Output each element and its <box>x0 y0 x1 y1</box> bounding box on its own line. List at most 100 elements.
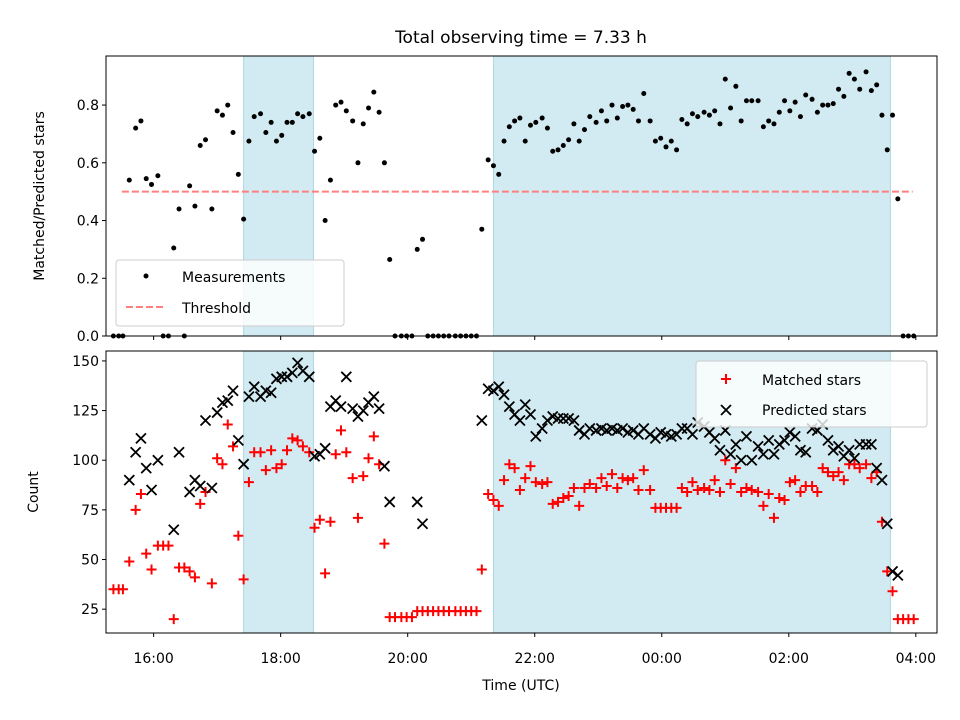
matched-star-point <box>563 490 574 501</box>
measurement-point <box>576 138 582 144</box>
predicted-star-point <box>724 448 737 460</box>
predicted-star-point <box>145 484 158 496</box>
matched-star-point <box>741 483 752 494</box>
matched-star-point <box>537 479 548 490</box>
matched-star-point <box>812 487 823 497</box>
measurement-point <box>506 124 512 130</box>
bottom-panel-marks <box>108 357 919 625</box>
measurement-point <box>620 104 626 110</box>
measurement-point <box>728 105 734 111</box>
x-axis-label: Time (UTC) <box>481 678 559 694</box>
matched-star-point <box>336 425 347 436</box>
predicted-star-point <box>848 452 861 464</box>
predicted-star-point <box>519 398 531 411</box>
x-tick-label: 18:00 <box>260 651 300 667</box>
measurement-point <box>376 109 382 115</box>
measurement-point <box>343 108 349 114</box>
y-tick-label: 0.2 <box>77 271 99 287</box>
measurement-point <box>630 106 636 112</box>
measurement-point <box>355 160 361 166</box>
matched-star-point <box>822 467 833 478</box>
matched-star-point <box>758 500 769 511</box>
top-legend: Measurements Threshold <box>115 259 345 327</box>
bottom-panel-axes: 25 50 75 100 125 150 16:00 18:00 20:00 22:00 00:00… <box>72 350 938 667</box>
predicted-star-point <box>265 387 277 399</box>
matched-star-point <box>887 586 898 597</box>
matched-star-point <box>882 566 893 577</box>
matched-star-point <box>584 479 595 490</box>
matched-star-point <box>276 459 287 470</box>
matched-star-point <box>849 459 860 470</box>
predicted-star-point <box>152 454 164 466</box>
predicted-star-point <box>768 448 780 460</box>
measurement-point <box>371 89 377 95</box>
measurement-point <box>555 147 561 153</box>
top-panel-axes: 0.0 0.2 0.4 0.6 0.8 <box>77 55 938 345</box>
bottom-plot-frame <box>105 350 938 634</box>
predicted-star-point <box>237 458 250 470</box>
measurement-point <box>868 88 874 94</box>
measurement-point <box>333 102 339 108</box>
measurement-point <box>658 135 664 141</box>
matched-star-point <box>553 496 564 507</box>
predicted-star-point <box>498 389 510 401</box>
measurement-point <box>836 86 842 92</box>
matched-star-point <box>746 485 757 496</box>
top-y-axis-label: Matched/Predicted stars <box>32 111 48 281</box>
predicted-star-point <box>552 412 564 425</box>
measurement-point <box>787 108 793 114</box>
measurement-point <box>830 101 836 107</box>
measurement-point <box>598 108 604 114</box>
predicted-star-point <box>286 367 298 379</box>
measurement-point <box>387 257 393 263</box>
measurement-point <box>512 118 518 124</box>
measurement-point <box>895 196 901 202</box>
measurement-point <box>695 114 701 120</box>
matched-star-point <box>736 487 747 497</box>
measurement-point <box>360 121 366 127</box>
predicted-star-point <box>763 434 775 447</box>
measurement-point <box>841 93 847 99</box>
measurement-point <box>652 138 658 144</box>
measurement-point <box>338 99 344 105</box>
matched-star-point <box>753 487 764 497</box>
measurement-point <box>496 171 502 177</box>
chart-title: Total observing time = 7.33 h <box>394 28 647 48</box>
predicted-star-point <box>757 448 770 460</box>
measurement-point <box>792 99 798 105</box>
matched-star-point <box>217 459 228 470</box>
matched-star-point <box>638 465 649 476</box>
measurement-point <box>258 111 264 117</box>
matched-star-point <box>488 494 499 505</box>
matched-star-point <box>309 522 320 533</box>
measurement-point <box>581 127 587 133</box>
predicted-star-point <box>335 400 347 413</box>
bottom-legend: Matched stars Predicted stars <box>695 360 928 428</box>
predicted-star-point <box>357 404 369 417</box>
predicted-star-point <box>183 486 196 498</box>
predicted-star-point <box>340 371 352 383</box>
matched-star-point <box>558 492 569 503</box>
predicted-star-point <box>709 432 721 445</box>
measurement-point <box>809 96 815 102</box>
matched-star-point <box>676 483 687 494</box>
measurement-point <box>738 118 744 124</box>
matched-star-point <box>633 485 644 496</box>
predicted-star-point <box>276 371 288 383</box>
matched-star-point <box>596 473 607 484</box>
shaded-interval <box>492 55 891 337</box>
measurement-point <box>679 117 685 123</box>
measurement-point <box>760 124 766 130</box>
matched-star-point <box>607 469 618 480</box>
matched-star-point <box>368 431 379 442</box>
predicted-star-point <box>616 422 629 435</box>
measurement-point <box>766 118 772 124</box>
matched-star-point <box>504 459 515 470</box>
predicted-star-point <box>886 565 899 578</box>
predicted-star-point <box>243 391 255 403</box>
measurement-point <box>604 118 610 124</box>
matched-star-point <box>260 465 271 476</box>
measurement-point <box>527 122 533 128</box>
matched-star-point <box>141 548 152 559</box>
top-legend-frame <box>115 259 345 327</box>
